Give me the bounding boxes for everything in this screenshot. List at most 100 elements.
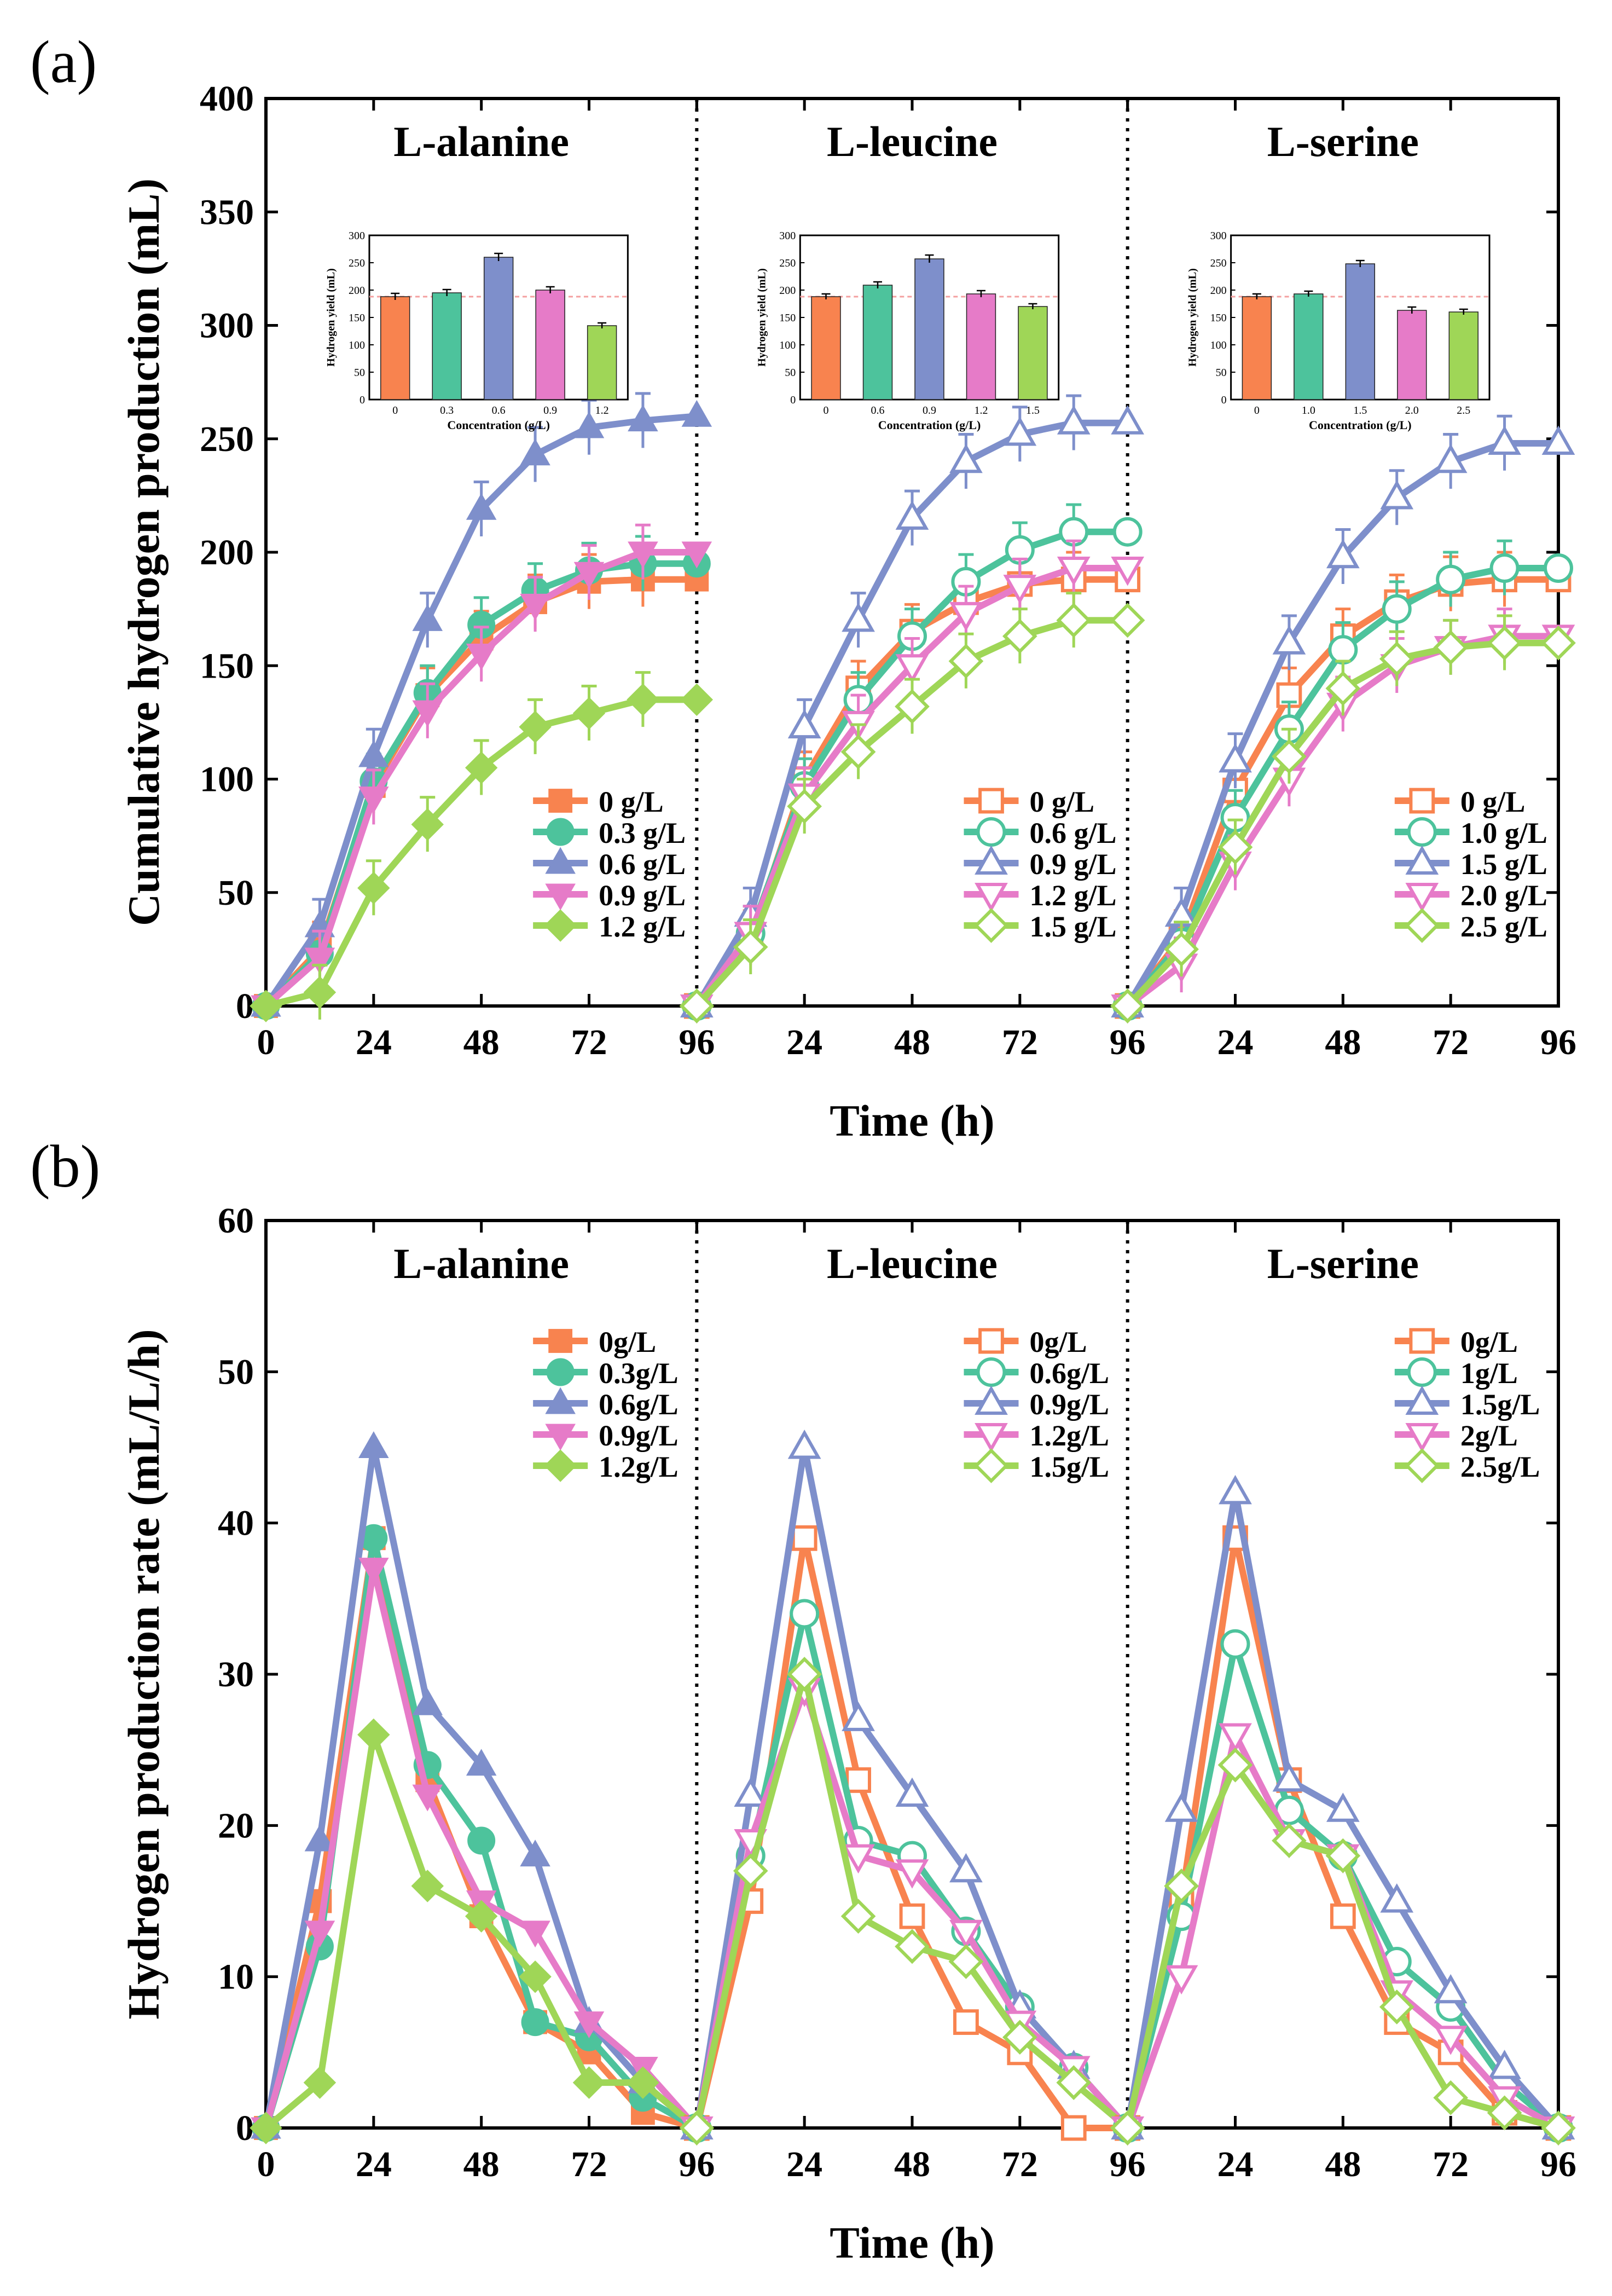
data-point	[1056, 2065, 1092, 2100]
inset-x-tick-label: 2.0	[1405, 404, 1419, 417]
data-point	[1325, 670, 1361, 706]
y-tick-label: 150	[200, 646, 254, 686]
data-point	[358, 786, 389, 814]
data-point	[790, 1599, 820, 1629]
legend-marker	[975, 883, 1008, 912]
legend-label: 1.2g/L	[1029, 1419, 1109, 1452]
x-tick-label: 24	[786, 1022, 822, 1062]
inset-y-tick-label: 250	[779, 257, 796, 269]
y-tick-label: 100	[200, 760, 254, 800]
legend-label: 0g/L	[599, 1326, 656, 1358]
inset-y-tick-label: 200	[349, 285, 365, 297]
legend-label: 0 g/L	[1460, 785, 1526, 818]
data-point	[1057, 557, 1091, 586]
inset-bar	[811, 296, 841, 400]
x-tick-label: 0	[257, 2144, 275, 2184]
data-point	[1060, 2115, 1087, 2141]
legend-marker	[1407, 817, 1437, 847]
inset-y-tick-label: 100	[349, 339, 365, 351]
data-point	[1003, 575, 1037, 604]
x-tick-label: 24	[786, 2144, 822, 2184]
inset-y-tick-label: 300	[779, 230, 796, 242]
data-point	[520, 1840, 550, 1867]
inset-x-tick-label: 0.3	[440, 404, 454, 417]
data-point	[840, 734, 876, 770]
data-point	[467, 1826, 496, 1855]
x-tick-label: 96	[1110, 2144, 1146, 2184]
inset-bar	[1448, 311, 1478, 400]
data-point	[1541, 625, 1576, 661]
data-point	[465, 751, 498, 784]
data-point	[1433, 630, 1469, 665]
x-tick-label: 72	[1433, 2144, 1469, 2184]
legend-label: 1.2 g/L	[599, 910, 686, 943]
data-point	[842, 602, 875, 632]
inset-bar	[914, 258, 944, 400]
subplot-title: L-serine	[1267, 1240, 1419, 1287]
data-point	[250, 990, 282, 1022]
y-tick-label: 400	[200, 79, 254, 119]
x-tick-label: 96	[679, 1022, 715, 1062]
inset-y-tick-label: 0	[359, 394, 365, 406]
data-point	[521, 2008, 549, 2037]
data-point	[520, 593, 550, 621]
data-point	[734, 1777, 768, 1807]
inset-x-tick-label: 1.5	[1353, 404, 1367, 417]
inset-x-axis-label: Concentration (g/L)	[1309, 418, 1412, 432]
legend-label: 0.9 g/L	[1029, 848, 1116, 881]
inset-bar	[587, 325, 617, 400]
inset-x-tick-label: 1.2	[595, 404, 609, 417]
y-tick-label: 200	[200, 533, 254, 572]
legend-label: 1.0 g/L	[1460, 817, 1547, 849]
data-point	[1111, 557, 1145, 586]
y-tick-label: 50	[218, 1352, 254, 1392]
data-point	[1541, 425, 1575, 455]
x-tick-label: 48	[1325, 1022, 1361, 1062]
inset-y-tick-label: 150	[349, 312, 365, 324]
legend-label: 2g/L	[1460, 1419, 1518, 1452]
x-tick-label: 72	[571, 2144, 607, 2184]
legend-marker	[544, 909, 577, 942]
inset-x-tick-label: 0.6	[871, 404, 885, 417]
series-line	[1124, 1535, 1559, 2131]
data-point	[304, 947, 335, 975]
legend-marker	[546, 1358, 575, 1386]
data-point	[1217, 1747, 1253, 1783]
data-point	[1111, 405, 1145, 435]
inset-bar	[380, 296, 410, 400]
x-tick-label: 48	[894, 1022, 930, 1062]
inset-x-tick-label: 0.9	[543, 404, 557, 417]
legend-label: 0.9 g/L	[599, 879, 686, 912]
data-point	[250, 2112, 282, 2144]
data-point	[1219, 743, 1252, 773]
data-point	[949, 602, 983, 632]
data-point	[1487, 625, 1522, 661]
data-point	[1489, 553, 1520, 583]
inset-y-tick-label: 100	[779, 339, 796, 351]
x-tick-label: 24	[1217, 1022, 1254, 1062]
data-point	[840, 1899, 876, 1934]
y-tick-label: 40	[218, 1503, 254, 1543]
legend-marker	[978, 1328, 1004, 1354]
data-point	[681, 400, 712, 427]
x-tick-label: 24	[356, 2144, 392, 2184]
legend-marker	[973, 908, 1009, 943]
data-point	[1272, 1823, 1307, 1858]
inset-y-axis-label: Hydrogen yield (mL)	[1187, 268, 1199, 367]
legend-label: 0 g/L	[599, 785, 664, 818]
inset-y-tick-label: 150	[1210, 312, 1227, 324]
data-point	[1328, 635, 1358, 665]
data-point	[1326, 1792, 1360, 1822]
x-tick-label: 24	[356, 1022, 392, 1062]
data-point	[681, 541, 712, 569]
data-point	[358, 1558, 389, 1585]
data-point	[949, 1919, 983, 1950]
data-point	[1434, 2026, 1468, 2055]
x-axis-label: Time (h)	[830, 1096, 994, 1146]
inset-y-tick-label: 200	[779, 285, 796, 297]
data-point	[411, 1870, 444, 1902]
data-point	[679, 988, 715, 1023]
inset-x-tick-label: 0.9	[923, 404, 936, 417]
legend-label: 1g/L	[1460, 1357, 1518, 1390]
data-point	[1217, 830, 1253, 865]
